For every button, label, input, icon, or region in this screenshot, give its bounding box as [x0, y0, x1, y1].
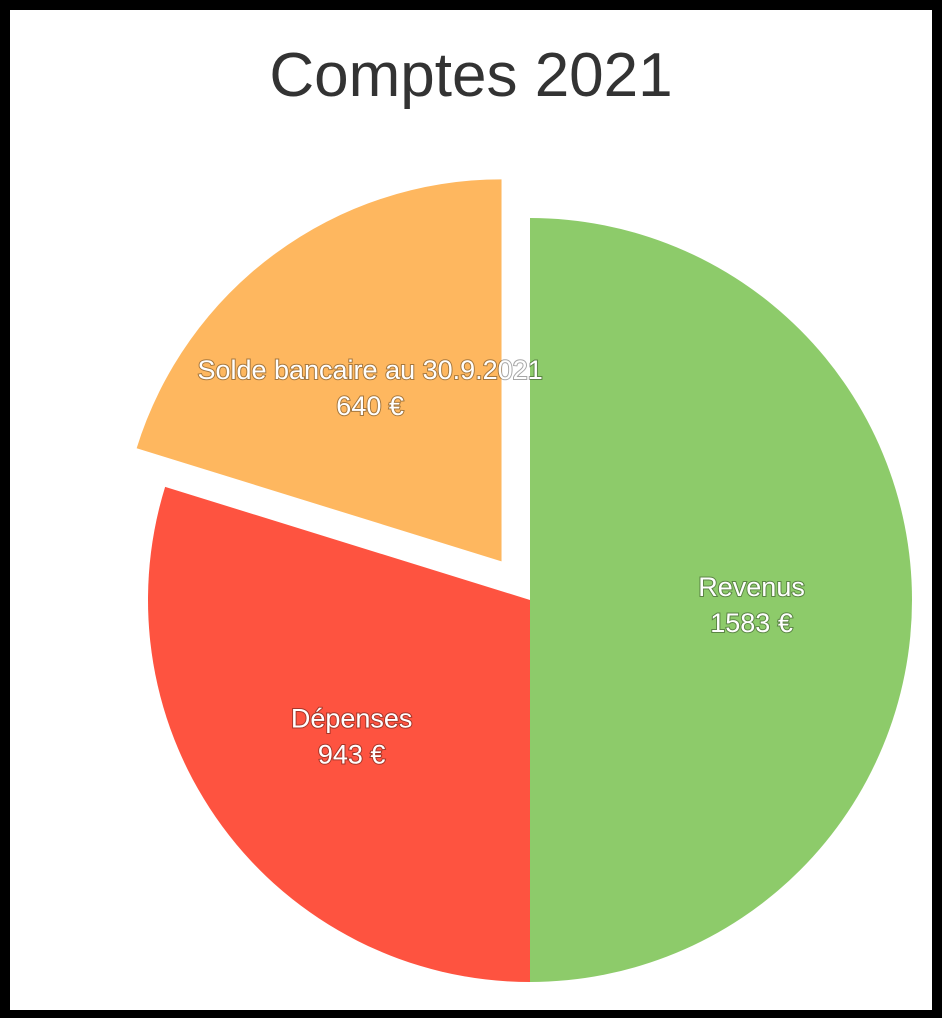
chart-frame: Comptes 2021 Revenus 1583 € Dépenses 943 € S… [10, 10, 932, 1010]
slice-value-0: 1583 € [710, 608, 793, 638]
pie-slice-1 [147, 486, 530, 982]
slice-label-1: Dépenses [291, 703, 413, 733]
pie-chart: Revenus 1583 € Dépenses 943 € Solde bancaire… [136, 179, 912, 982]
slice-label-0: Revenus [698, 572, 805, 602]
chart-title: Comptes 2021 [269, 41, 673, 110]
pie-slice-2 [136, 179, 502, 562]
slice-value-1: 943 € [318, 739, 386, 769]
slice-value-2: 640 € [336, 391, 404, 421]
slice-label-2: Solde bancaire au 30.9.2021 [197, 355, 542, 385]
pie-slice-0 [530, 218, 912, 982]
